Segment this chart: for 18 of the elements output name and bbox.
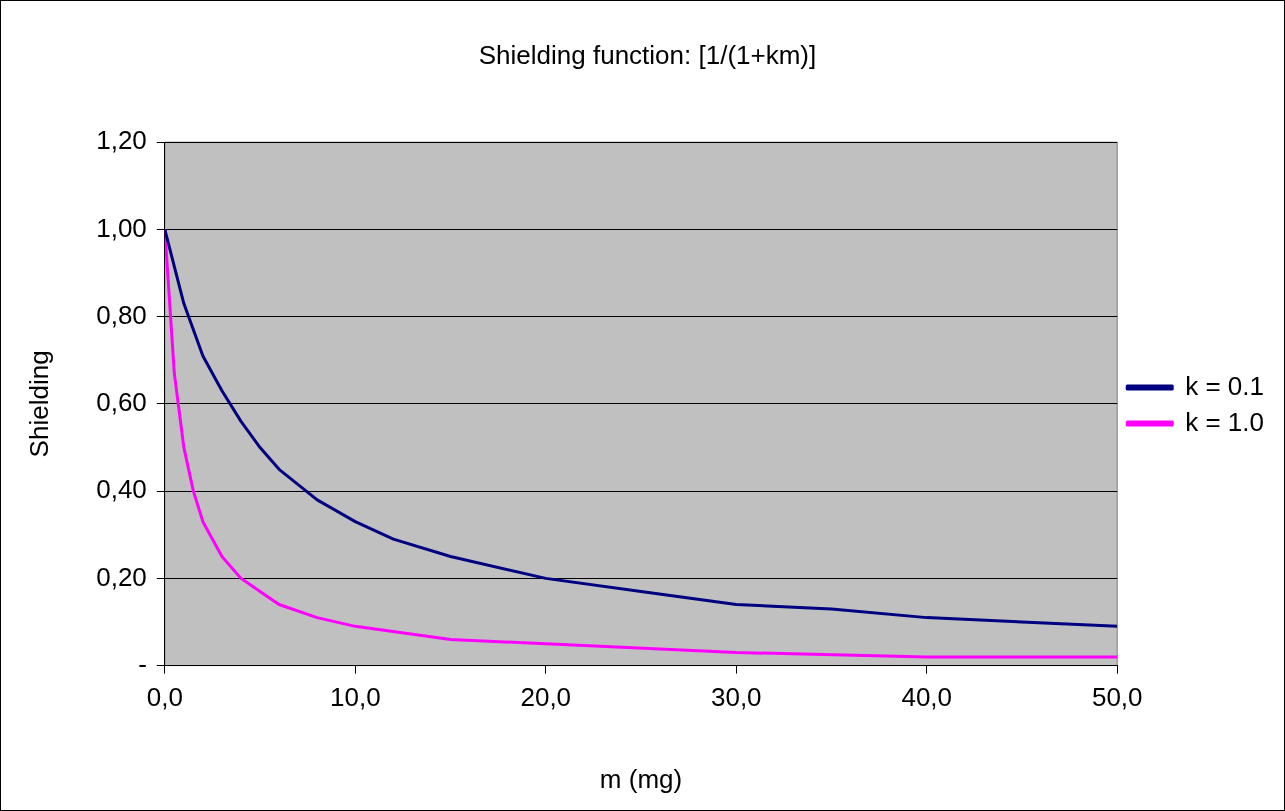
x-tick-label: 10,0 (329, 682, 381, 713)
y-tick-label: 0,80 (96, 299, 147, 330)
legend-label: k = 1.0 (1185, 406, 1265, 437)
x-tick-label: 0,0 (146, 682, 183, 713)
x-tick-label: 30,0 (710, 682, 762, 713)
y-tick-label: 0,60 (96, 387, 147, 418)
y-axis-title: Shielding (23, 350, 54, 458)
y-tick-label: - (138, 648, 147, 679)
x-axis-title: m (mg) (599, 763, 683, 794)
y-tick-label: 1,00 (96, 212, 147, 243)
x-tick-label: 20,0 (520, 682, 572, 713)
chart-title: Shielding function: [1/(1+km)] (478, 39, 817, 70)
legend-label: k = 0.1 (1185, 370, 1265, 401)
y-tick-label: 0,20 (96, 561, 147, 592)
y-tick-label: 0,40 (96, 474, 147, 505)
x-tick-label: 50,0 (1091, 682, 1143, 713)
x-tick-label: 40,0 (901, 682, 953, 713)
y-tick-label: 1,20 (96, 125, 147, 156)
